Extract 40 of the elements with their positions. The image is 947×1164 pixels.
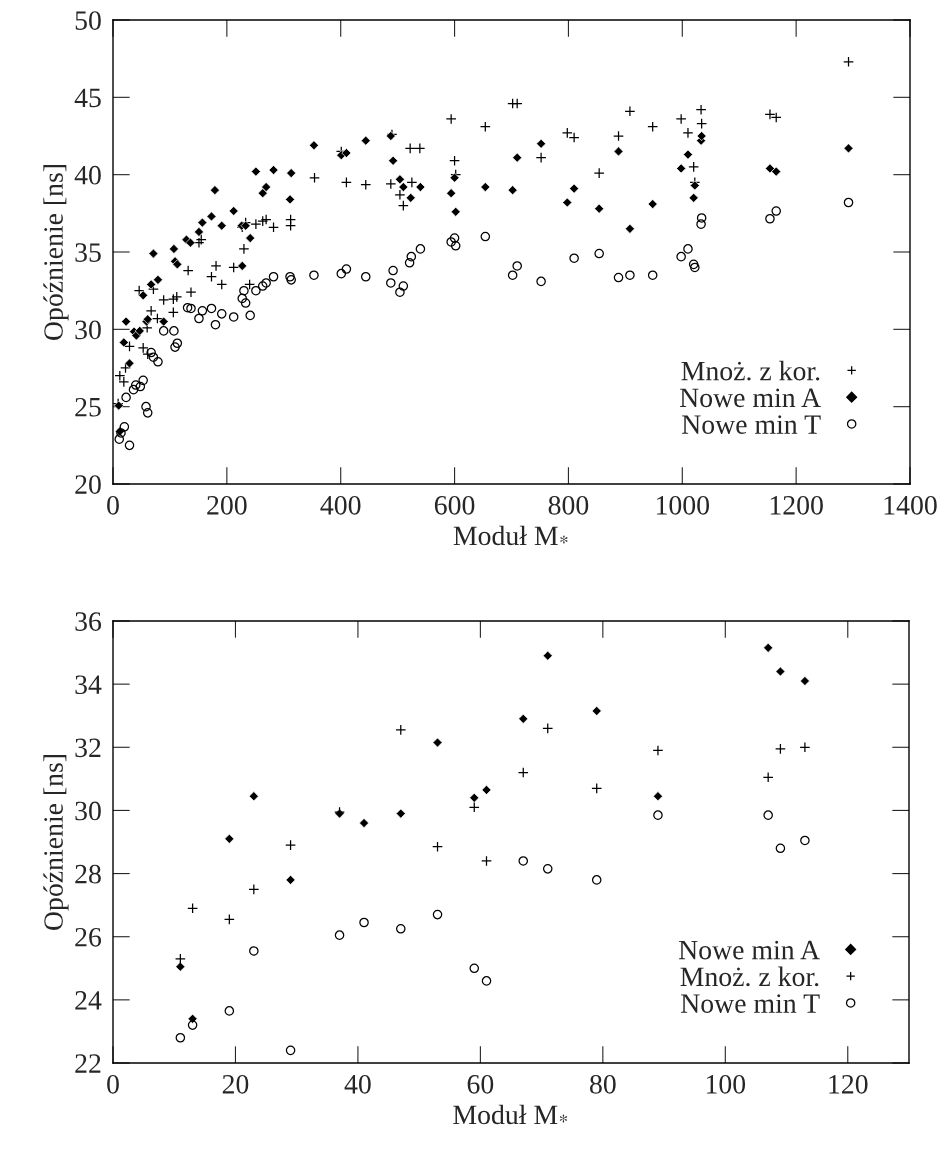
x-tick-label: 1200: [770, 495, 823, 515]
y-tick-label: 24: [75, 991, 102, 1010]
legend-label: Mnoż. z kor.: [681, 360, 820, 381]
y-tick-label: 35: [75, 243, 101, 262]
x-axis-title: Moduł M$_{*}$: [453, 525, 568, 546]
x-tick-label: 800: [548, 495, 589, 515]
y-tick-label: 25: [75, 397, 101, 417]
y-tick-label: 40: [74, 165, 101, 185]
y-tick-label: 22: [75, 1054, 101, 1073]
y-tick-label: 30: [75, 320, 101, 340]
x-tick-label: 600: [434, 495, 475, 515]
y-tick-label: 45: [74, 88, 101, 108]
x-axis-title: Moduł M$_{*}$: [453, 1104, 567, 1125]
x-tick-label: 400: [320, 495, 361, 515]
legend-label: Nowe min T: [681, 415, 821, 434]
x-tick-label: 20: [222, 1074, 249, 1094]
x-tick-label: 120: [829, 1074, 868, 1094]
x-tick-label: 0: [107, 1074, 119, 1094]
y-axis-title: Opóźnienie [ns]: [43, 754, 69, 930]
x-tick-label: 40: [344, 1074, 371, 1094]
x-tick-label: 80: [590, 1074, 616, 1094]
x-tick-label: 100: [706, 1074, 746, 1094]
x-tick-label: 0: [107, 495, 119, 515]
y-tick-label: 36: [75, 612, 102, 631]
y-axis-title: Opóźnienie [ns]: [43, 164, 69, 340]
x-tick-label: 1400: [884, 495, 937, 515]
y-tick-label: 34: [75, 675, 102, 695]
x-tick-label: 60: [467, 1074, 494, 1094]
y-tick-label: 28: [75, 864, 101, 884]
legend-label: Nowe min A: [679, 388, 821, 408]
y-tick-label: 20: [75, 475, 101, 494]
y-tick-label: 26: [75, 927, 102, 947]
legend-label: Nowe min T: [680, 994, 820, 1013]
y-tick-label: 32: [75, 738, 101, 758]
legend-label: Mnoż. z kor.: [680, 966, 819, 987]
x-tick-label: 1000: [656, 495, 709, 515]
legend-label: Nowe min A: [678, 940, 820, 960]
y-tick-label: 30: [75, 801, 101, 821]
x-tick-label: 200: [207, 495, 247, 515]
y-tick-label: 50: [75, 11, 101, 30]
